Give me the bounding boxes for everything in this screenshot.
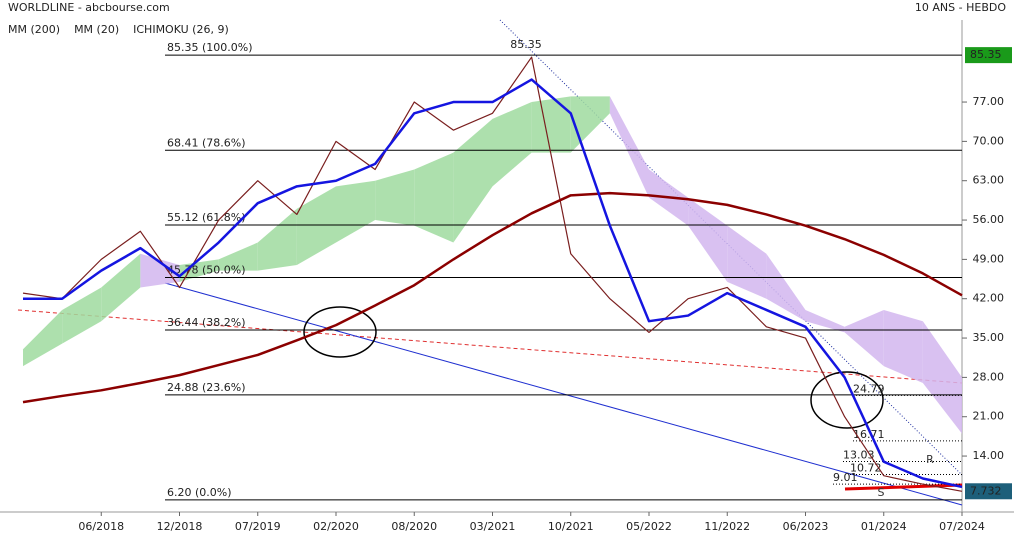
level-label: 24.79 xyxy=(853,382,885,395)
legend-entry: ICHIMOKU (26, 9) xyxy=(133,23,229,36)
x-tick-label: 01/2024 xyxy=(861,520,907,533)
x-tick-label: 05/2022 xyxy=(626,520,672,533)
ichimoku-cloud xyxy=(179,259,219,282)
ichimoku-cloud xyxy=(414,152,454,243)
fib-label: 45.78 (50.0%) xyxy=(167,263,246,276)
y-tick-label: 63.00 xyxy=(973,174,1005,187)
resistance-label: R xyxy=(926,453,934,466)
fib-label: 55.12 (61.8%) xyxy=(167,211,246,224)
x-tick-label: 08/2020 xyxy=(391,520,437,533)
x-tick-label: 03/2021 xyxy=(470,520,516,533)
high-tag-label: 85.35 xyxy=(970,48,1002,61)
ichimoku-cloud xyxy=(531,96,571,153)
ichimoku-cloud xyxy=(492,102,532,187)
x-tick-label: 06/2018 xyxy=(78,520,124,533)
highlight-circle xyxy=(810,371,884,429)
ichimoku-cloud xyxy=(727,225,767,299)
level-label: 13.03 xyxy=(843,449,875,462)
y-tick-label: 56.00 xyxy=(973,213,1005,226)
chart-subtitle: 10 ANS - HEBDO xyxy=(915,1,1006,14)
peak-label: 85.35 xyxy=(510,38,542,51)
x-tick-label: 02/2020 xyxy=(313,520,359,533)
x-tick-label: 07/2024 xyxy=(939,520,985,533)
level-label: 16.71 xyxy=(853,428,885,441)
ichimoku-cloud xyxy=(296,186,336,265)
x-tick-label: 11/2022 xyxy=(704,520,750,533)
ichimoku-cloud xyxy=(336,180,376,243)
ichimoku-cloud xyxy=(844,309,884,367)
mm200-line xyxy=(22,191,963,404)
x-tick-label: 12/2018 xyxy=(157,520,203,533)
x-tick-label: 07/2019 xyxy=(235,520,281,533)
chart-title: WORLDLINE - abcbourse.com xyxy=(8,1,170,14)
legend-entry: MM (20) xyxy=(74,23,119,36)
ichimoku-cloud xyxy=(805,309,845,333)
ichimoku-cloud xyxy=(609,96,649,198)
ichimoku-cloud xyxy=(375,169,415,226)
y-tick-label: 21.00 xyxy=(973,410,1005,423)
price-line xyxy=(22,56,963,492)
last-tag-label: 7.732 xyxy=(970,484,1002,497)
ichimoku-cloud xyxy=(922,321,962,434)
ichimoku-cloud xyxy=(62,287,102,344)
fib-label: 24.88 (23.6%) xyxy=(167,381,246,394)
level-label: 10.72 xyxy=(850,461,882,474)
highlight-circle xyxy=(303,306,377,358)
trend-line xyxy=(17,309,963,384)
y-tick-label: 77.00 xyxy=(973,95,1005,108)
level-label: 9.01 xyxy=(833,471,858,484)
legend-entry: MM (200) xyxy=(8,23,60,36)
y-tick-label: 14.00 xyxy=(973,449,1005,462)
fib-label: 68.41 (78.6%) xyxy=(167,136,246,149)
fib-label: 85.35 (100.0%) xyxy=(167,41,253,54)
ichimoku-cloud xyxy=(453,118,493,243)
y-tick-label: 49.00 xyxy=(973,252,1005,265)
fib-label: 6.20 (0.0%) xyxy=(167,486,232,499)
x-tick-label: 06/2023 xyxy=(783,520,829,533)
ichimoku-cloud xyxy=(883,309,923,384)
ichimoku-cloud xyxy=(766,253,806,322)
ichimoku-cloud xyxy=(218,242,258,271)
ichimoku-cloud xyxy=(23,309,63,367)
ichimoku-cloud xyxy=(101,253,141,322)
support-line xyxy=(844,483,963,491)
y-tick-label: 70.00 xyxy=(973,134,1005,147)
ichimoku-cloud xyxy=(257,208,297,271)
y-tick-label: 28.00 xyxy=(973,370,1005,383)
fib-label: 36.44 (38.2%) xyxy=(167,316,246,329)
ichimoku-cloud xyxy=(688,197,728,282)
trend-line xyxy=(164,282,963,506)
y-tick-label: 42.00 xyxy=(973,292,1005,305)
support-label: S xyxy=(878,486,885,499)
ichimoku-cloud xyxy=(140,253,180,288)
mm20-line xyxy=(23,78,963,489)
x-tick-label: 10/2021 xyxy=(548,520,594,533)
last-tag xyxy=(965,483,1012,500)
y-tick-label: 35.00 xyxy=(973,331,1005,344)
high-tag xyxy=(965,47,1012,64)
